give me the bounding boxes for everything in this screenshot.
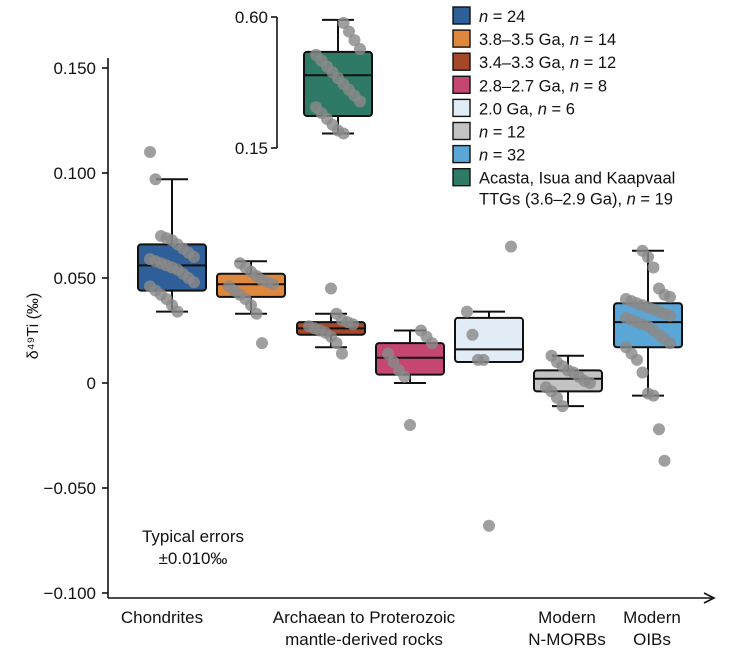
data-point: [483, 519, 495, 532]
note-line-2: ±0.010‰: [159, 549, 228, 568]
data-point: [404, 419, 416, 431]
data-point: [461, 305, 473, 318]
data-point: [466, 328, 479, 341]
data-point: [188, 251, 200, 263]
inset-y-tick-label: 0.15: [235, 139, 268, 158]
data-point: [426, 337, 438, 350]
note-line-1: Typical errors: [142, 527, 244, 546]
box-group: [216, 257, 286, 350]
data-point: [256, 337, 268, 350]
data-point: [267, 278, 279, 291]
data-point: [505, 240, 517, 253]
legend-swatch: [452, 98, 471, 118]
data-point: [584, 377, 596, 389]
data-point: [144, 146, 156, 158]
data-point: [398, 370, 411, 383]
data-point: [477, 353, 490, 366]
data-point: [337, 16, 350, 29]
y-tick-label: −0.100: [44, 584, 96, 603]
legend-label: 3.8–3.5 Ga, n = 14: [479, 31, 616, 49]
legend-label: 2.0 Ga, n = 6: [479, 100, 575, 118]
y-tick-label: 0.100: [53, 164, 96, 183]
axes: −0.100 −0.050 0 0.050 0.100 0.150 δ⁴⁹Ti (‰) Cho…: [25, 58, 716, 649]
data-point: [636, 366, 649, 379]
data-point: [642, 251, 654, 263]
y-tick-label: 0: [87, 374, 96, 393]
data-point: [325, 282, 337, 295]
legend-label: TTGs (3.6–2.9 Ga), n = 19: [479, 191, 673, 209]
legend-label: n = 12: [479, 124, 525, 142]
legend-swatch: [452, 75, 471, 95]
box-group: [296, 282, 366, 360]
legend-swatch: [452, 52, 471, 71]
boxes: [137, 146, 683, 532]
legend-swatch: [452, 167, 471, 187]
data-point: [149, 173, 162, 186]
inset-y-tick-label: 0.60: [235, 8, 268, 27]
legend-label: n = 24: [479, 8, 525, 26]
x-category-label: Chondrites: [121, 608, 203, 627]
box-group: [533, 349, 603, 413]
box-group: [454, 240, 524, 532]
x-category-label: Archaean to Proterozoic: [273, 608, 456, 627]
data-point: [250, 307, 263, 320]
data-point: [337, 127, 350, 140]
inset-panel: 0.15 0.60: [235, 8, 373, 158]
data-point: [343, 25, 355, 38]
data-point: [664, 309, 676, 322]
legend-label: 2.8–2.7 Ga, n = 8: [479, 77, 607, 95]
data-point: [631, 353, 643, 366]
x-category-label: Modern: [623, 608, 681, 627]
data-point: [347, 318, 359, 331]
data-point: [348, 34, 361, 47]
box-group: [137, 146, 207, 318]
data-point: [647, 261, 660, 274]
data-point: [556, 400, 569, 413]
legend-swatch: [452, 29, 471, 48]
y-tick-label: −0.050: [44, 479, 96, 498]
data-point: [336, 347, 348, 360]
y-axis-title: δ⁴⁹Ti (‰): [25, 293, 42, 359]
legend-label: 3.4–3.3 Ga, n = 12: [479, 54, 616, 72]
data-point: [664, 290, 676, 303]
y-tick-label: 0.150: [53, 59, 96, 78]
data-point: [188, 276, 200, 289]
box-group: [613, 244, 683, 467]
box: [454, 316, 524, 363]
x-category-label: OIBs: [633, 630, 671, 649]
legend-label: n = 32: [479, 147, 525, 165]
legend: n = 24 3.8–3.5 Ga, n = 14 3.4–3.3 Ga, n = …: [452, 6, 675, 209]
x-category-label: N-MORBs: [528, 630, 605, 649]
data-point: [664, 337, 676, 350]
data-point: [354, 95, 366, 108]
legend-label: Acasta, Isua and Kaapvaal: [479, 170, 675, 188]
data-point: [171, 305, 184, 318]
data-point: [653, 423, 665, 436]
data-point: [647, 389, 660, 402]
x-category-label: Modern: [538, 608, 596, 627]
legend-swatch: [452, 144, 471, 164]
box-group: [375, 324, 445, 431]
data-point: [354, 43, 366, 56]
legend-swatch: [452, 121, 471, 141]
data-point: [330, 337, 343, 350]
data-point: [658, 454, 671, 467]
x-axis-arrow: [703, 592, 716, 604]
box-group: [303, 16, 373, 140]
y-tick-label: 0.050: [53, 269, 96, 288]
legend-swatch: [452, 6, 471, 25]
x-category-label: mantle-derived rocks: [285, 630, 443, 649]
